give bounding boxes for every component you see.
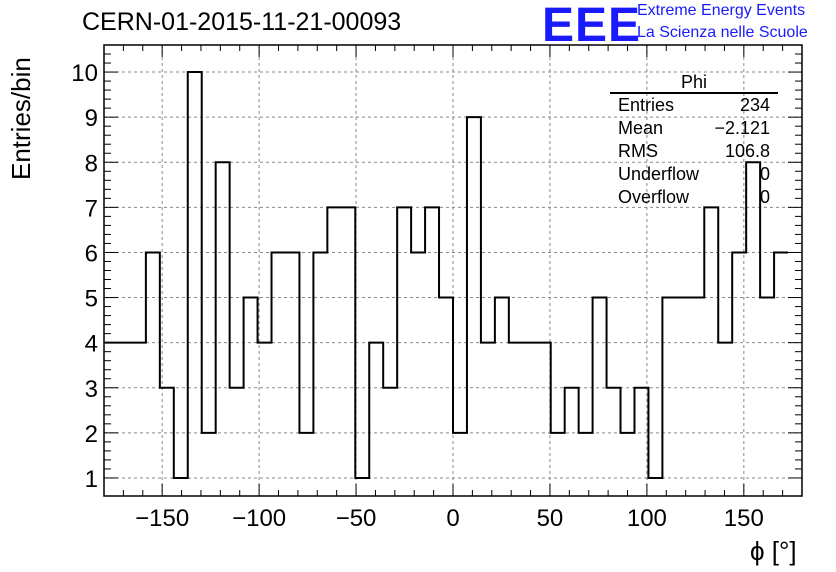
y-tick-label: 2 — [85, 421, 98, 448]
logo-text-line1: Extreme Energy Events — [637, 2, 806, 19]
stats-row-entries: Entries 234 — [610, 94, 778, 117]
stats-label: Entries — [618, 95, 675, 115]
stats-value: −2.121 — [714, 118, 770, 138]
y-tick-label: 9 — [85, 105, 98, 132]
stats-value: 106.8 — [724, 141, 770, 161]
y-tick-label: 4 — [85, 331, 98, 358]
y-tick-label: 1 — [85, 466, 98, 493]
x-tick-label: −100 — [232, 505, 286, 532]
x-axis-label: ϕ [°] — [750, 536, 797, 566]
y-tick-label: 5 — [85, 286, 98, 313]
y-axis-label: Entries/bin — [6, 57, 36, 180]
stats-label: Underflow — [618, 164, 700, 184]
stats-label: RMS — [618, 141, 658, 161]
histogram-line — [104, 71, 789, 479]
chart-title: CERN-01-2015-11-21-00093 — [82, 8, 402, 36]
stats-value: 234 — [739, 95, 770, 115]
x-tick-label: 50 — [537, 505, 564, 532]
x-tick-label: −50 — [336, 505, 377, 532]
eee-logo: EEE — [542, 0, 642, 52]
y-tick-label: 6 — [85, 240, 98, 267]
x-tick-label: −150 — [135, 505, 189, 532]
stats-row-overflow: Overflow 0 — [610, 186, 778, 209]
logo-text-line2: La Scienza nelle Scuole — [637, 24, 808, 41]
stats-value: 0 — [759, 164, 770, 184]
stats-box: Phi Entries 234 Mean −2.121 RMS 106.8 Under… — [610, 72, 778, 209]
x-tick-label: 0 — [446, 505, 459, 532]
stats-title: Phi — [610, 72, 778, 94]
stats-label: Overflow — [618, 187, 690, 207]
stats-label: Mean — [618, 118, 664, 138]
stats-value: 0 — [759, 187, 770, 207]
y-tick-label: 10 — [71, 60, 98, 87]
stats-row-rms: RMS 106.8 — [610, 140, 778, 163]
y-tick-label: 3 — [85, 376, 98, 403]
y-tick-label: 7 — [85, 195, 98, 222]
stats-row-underflow: Underflow 0 — [610, 163, 778, 186]
x-tick-label: 100 — [627, 505, 667, 532]
x-tick-label: 150 — [724, 505, 764, 532]
stats-row-mean: Mean −2.121 — [610, 117, 778, 140]
y-tick-label: 8 — [85, 150, 98, 177]
